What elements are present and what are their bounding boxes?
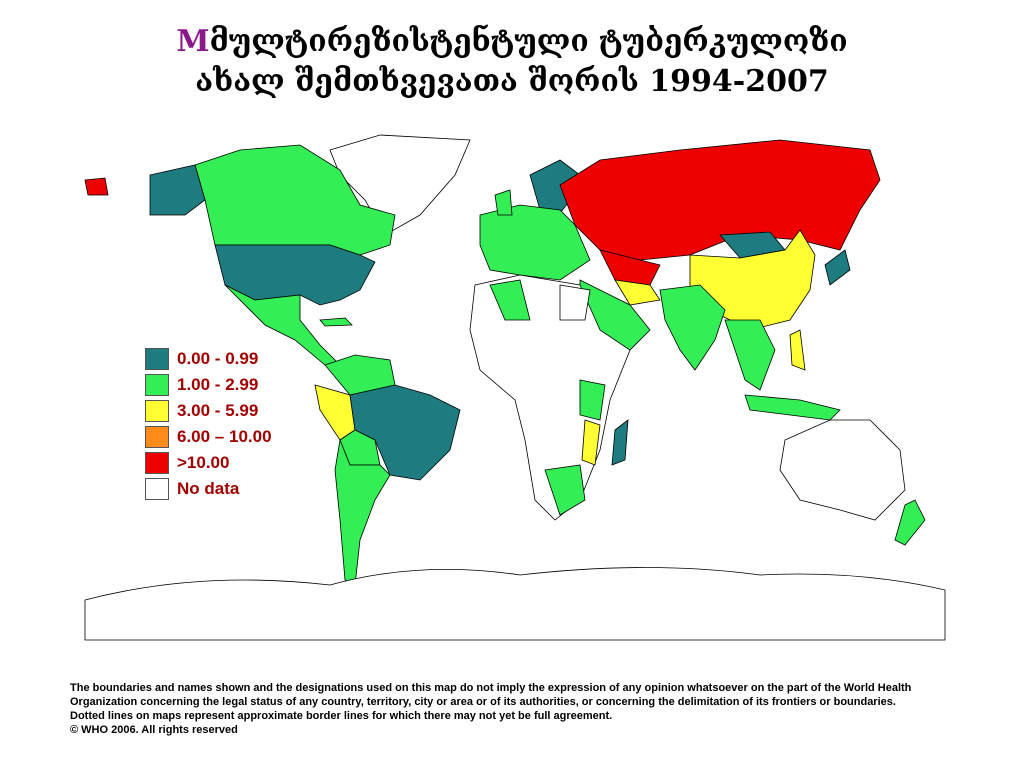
disclaimer-line: Organization concerning the legal status… [70,696,896,708]
uk [494,189,513,216]
disclaimer-line: Dotted lines on maps represent approxima… [70,710,613,722]
southern-africa [544,464,586,516]
australia [779,419,906,521]
mexico [224,284,341,366]
disclaimer-line: The boundaries and names shown and the d… [70,682,912,694]
mozambique [581,419,601,466]
legend-swatch [145,452,169,474]
egypt [559,284,591,321]
southern-cone [334,438,391,586]
indonesia [744,394,841,421]
new-zealand [894,499,926,546]
canada [194,144,396,256]
legend-swatch [145,400,169,422]
legend-item: 3.00 - 5.99 [145,398,272,424]
madagascar [611,419,629,466]
title-initial: M [176,24,210,59]
se-asia [724,319,776,391]
philippines [789,329,806,371]
title: Mმულტირეზისტენტული ტუბერკულოზი ახალ შემთ… [0,22,1024,102]
legend-item: >10.00 [145,450,272,476]
legend-label: 6.00 – 10.00 [177,427,272,446]
india [659,284,726,371]
legend-label: >10.00 [177,453,230,472]
legend-swatch [145,348,169,370]
chukotka [84,177,109,196]
legend-item: 6.00 – 10.00 [145,424,272,450]
legend-label: 3.00 - 5.99 [177,401,259,420]
world-map [84,134,946,641]
legend-item: No data [145,476,272,502]
alaska [149,164,206,216]
east-africa [579,379,606,421]
disclaimer-line: © WHO 2006. All rights reserved [70,724,238,736]
europe [479,204,591,281]
legend-label: No data [177,479,240,498]
legend-item: 0.00 - 0.99 [145,346,272,372]
korea-japan [824,249,851,286]
legend-label: 0.00 - 0.99 [177,349,259,368]
legend: 0.00 - 0.99 1.00 - 2.99 3.00 - 5.99 6.00 – … [145,346,272,502]
kazakh-south [614,279,661,306]
greenland [329,134,471,236]
legend-swatch [145,478,169,500]
disclaimer: The boundaries and names shown and the d… [70,681,911,737]
legend-swatch [145,426,169,448]
title-text: მულტირეზისტენტული ტუბერკულოზი [209,24,848,59]
title-line: ახალ შემთხვევათა შორის 1994-2007 [195,64,829,99]
legend-swatch [145,374,169,396]
russia [559,139,881,261]
north-africa [489,279,531,321]
cuba [319,317,353,327]
colombia-venezuela [324,354,396,396]
title-line: Mმულტირეზისტენტული ტუბერკულოზი [0,22,1024,62]
legend-label: 1.00 - 2.99 [177,375,259,394]
antarctica [84,567,946,641]
central-asia [599,249,661,286]
legend-item: 1.00 - 2.99 [145,372,272,398]
